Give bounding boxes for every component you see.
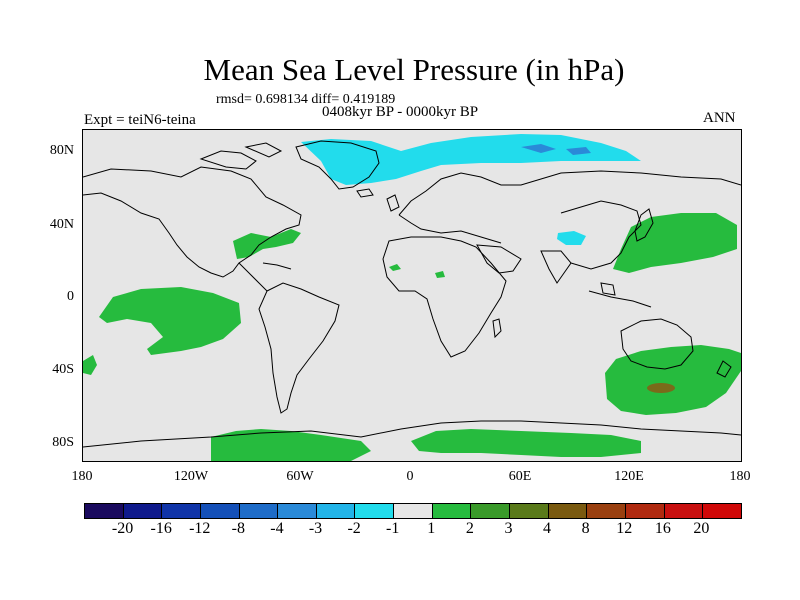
northwest-pacific-high	[613, 213, 737, 273]
colorbar-swatch	[586, 504, 625, 518]
colorbar-swatch	[663, 504, 703, 518]
colorbar-label: -16	[150, 520, 172, 537]
season-label: ANN	[703, 110, 736, 126]
time-period: 0408kyr BP - 0000kyr BP	[322, 104, 479, 120]
colorbar-label: -12	[189, 520, 211, 537]
antarctic-high-east	[411, 429, 641, 457]
colorbar-swatch	[431, 504, 471, 518]
colorbar-swatch	[277, 504, 316, 518]
colorbar-label: -20	[111, 520, 134, 537]
colorbar-swatch	[161, 504, 200, 518]
lat-label-80n: 80N	[49, 143, 74, 158]
colorbar-label: 1	[427, 520, 436, 537]
colorbar-swatch	[199, 504, 239, 518]
lon-label-60w: 60W	[286, 469, 314, 484]
map-title: Mean Sea Level Pressure (in hPa)	[203, 52, 625, 87]
south-pacific-high	[605, 345, 741, 415]
colorbar-label: 16	[654, 520, 671, 537]
greenland-arctic-low	[301, 134, 641, 185]
colorbar-swatch	[393, 504, 432, 518]
colorbar-label: 8	[581, 520, 590, 537]
colorbar-swatch	[547, 504, 587, 518]
colorbar-label: 12	[616, 520, 633, 537]
colorbar-label: -3	[308, 520, 323, 537]
lat-label-40n: 40N	[49, 217, 74, 232]
lon-label-0: 0	[406, 469, 414, 484]
colorbar-label: 4	[543, 520, 552, 537]
colorbar-swatch	[122, 504, 162, 518]
lon-label-120e: 120E	[614, 469, 644, 484]
colorbar-swatch	[470, 504, 510, 518]
colorbar-label: 3	[504, 520, 513, 537]
experiment-label: Expt = teiN6-teina	[84, 112, 196, 128]
colorbar-swatch	[238, 504, 278, 518]
east-pacific-high	[99, 287, 241, 355]
pressure-anomaly-map	[82, 129, 742, 462]
colorbar-label: -4	[270, 520, 284, 537]
colorbar-label: -8	[231, 520, 245, 537]
coastlines	[83, 140, 741, 448]
colorbar-label: 20	[693, 520, 710, 537]
rmsd-diff-stats: rmsd= 0.698134 diff= 0.419189	[216, 92, 396, 107]
colorbar-label: 2	[465, 520, 474, 537]
lat-label-80s: 80S	[52, 435, 74, 450]
colorbar	[84, 503, 742, 519]
lon-label-60e: 60E	[508, 469, 532, 484]
positive-anomaly-regions	[83, 213, 741, 461]
lat-label-0: 0	[67, 289, 74, 304]
tibet-low	[557, 231, 586, 245]
colorbar-swatch	[354, 504, 394, 518]
lat-label-40s: 40S	[52, 362, 74, 377]
colorbar-swatch	[624, 504, 664, 518]
colorbar-swatch	[315, 504, 355, 518]
colorbar-label: -2	[347, 520, 361, 537]
colorbar-swatch	[702, 504, 741, 518]
lon-label-180w: 180	[71, 469, 93, 484]
lon-label-120w: 120W	[173, 469, 209, 484]
colorbar-swatch	[509, 504, 548, 518]
antarctic-high-west	[211, 429, 371, 461]
colorbar-label: -1	[386, 520, 400, 537]
north-atlantic-high	[233, 229, 301, 259]
colorbar-swatch	[85, 504, 123, 518]
negative-anomaly-regions	[301, 134, 641, 245]
lon-label-180e: 180	[729, 469, 751, 484]
